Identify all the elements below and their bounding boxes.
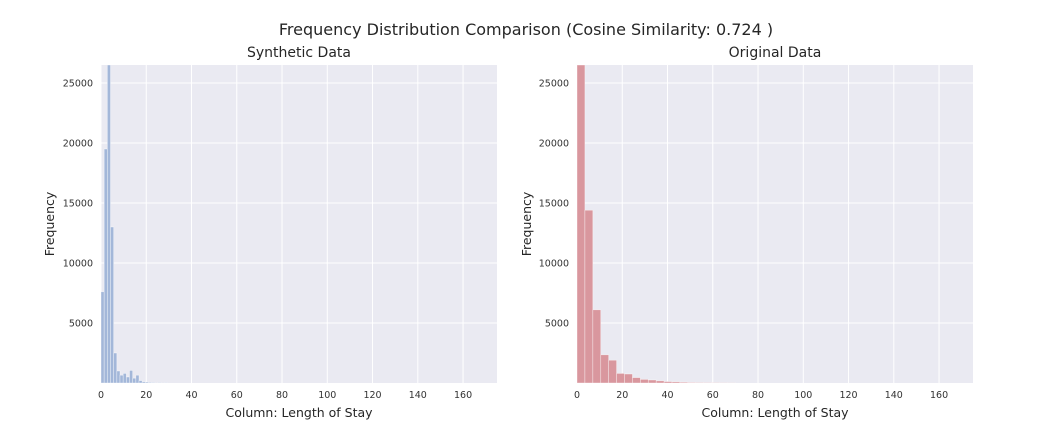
histogram-bar xyxy=(600,354,609,384)
x-axis-label: Column: Length of Stay xyxy=(225,405,373,420)
y-tick-label: 10000 xyxy=(539,259,569,270)
x-tick-label: 60 xyxy=(707,390,719,401)
histogram-bar xyxy=(138,380,143,384)
histogram-bar xyxy=(663,381,673,384)
x-tick-label: 0 xyxy=(98,390,104,401)
histogram-bar xyxy=(671,381,681,384)
histogram-bar xyxy=(100,291,105,384)
x-tick-label: 40 xyxy=(661,390,673,401)
y-tick-label: 25000 xyxy=(63,79,93,90)
histogram-bar xyxy=(132,377,137,384)
histogram-bar xyxy=(655,380,665,384)
figure-suptitle: Frequency Distribution Comparison (Cosin… xyxy=(279,20,773,39)
histogram-bar xyxy=(608,359,617,384)
histogram-bar xyxy=(640,379,649,384)
histogram-bar xyxy=(687,382,697,384)
histogram-bar xyxy=(679,381,689,384)
x-tick-label: 160 xyxy=(930,390,948,401)
x-axis-label: Column: Length of Stay xyxy=(701,405,849,420)
histogram-bar xyxy=(148,381,152,384)
x-tick-label: 20 xyxy=(140,390,152,401)
y-tick-label: 20000 xyxy=(63,139,93,150)
histogram-bars xyxy=(576,64,736,384)
x-tick-label: 140 xyxy=(885,390,903,401)
y-tick-label: 15000 xyxy=(539,199,569,210)
x-tick-label: 100 xyxy=(794,390,812,401)
y-tick-label: 20000 xyxy=(539,139,569,150)
plot-area-background xyxy=(577,65,973,383)
histogram-bar xyxy=(119,374,124,384)
histogram-bar xyxy=(110,226,114,384)
histogram-bar xyxy=(576,64,586,384)
y-tick-label: 5000 xyxy=(545,319,569,330)
histogram-bar xyxy=(632,377,641,384)
panel-title: Synthetic Data xyxy=(247,45,351,61)
histogram-bar xyxy=(107,64,111,384)
x-tick-label: 160 xyxy=(454,390,472,401)
x-tick-label: 40 xyxy=(185,390,197,401)
x-tick-label: 100 xyxy=(318,390,336,401)
histogram-bars xyxy=(100,64,168,384)
x-tick-label: 0 xyxy=(574,390,580,401)
synthetic-data-panel: 0 20 40 60 80 100 120 140 160 5000 10000 15000 2000… xyxy=(42,45,497,420)
x-tick-labels: 0 20 40 60 80 100 120 140 160 xyxy=(98,390,472,401)
x-tick-label: 140 xyxy=(409,390,427,401)
x-tick-label: 80 xyxy=(276,390,288,401)
histogram-bar xyxy=(145,381,149,384)
y-tick-label: 15000 xyxy=(63,199,93,210)
x-tick-label: 120 xyxy=(839,390,857,401)
y-tick-label: 5000 xyxy=(69,319,93,330)
x-tick-label: 60 xyxy=(231,390,243,401)
histogram-bar xyxy=(129,370,133,384)
histogram-bar xyxy=(584,209,594,384)
y-axis-label: Frequency xyxy=(42,191,57,256)
panel-title: Original Data xyxy=(729,45,822,61)
y-axis-label: Frequency xyxy=(519,191,534,256)
histogram-bar xyxy=(135,374,140,384)
histogram-bar xyxy=(103,148,108,384)
histogram-bar xyxy=(126,376,130,384)
histogram-bar xyxy=(141,381,146,384)
original-data-panel: 0 20 40 60 80 100 120 140 160 5000 10000 15000 2000… xyxy=(519,45,973,420)
x-tick-labels: 0 20 40 60 80 100 120 140 160 xyxy=(574,390,948,401)
x-tick-label: 20 xyxy=(616,390,628,401)
histogram-bar xyxy=(116,370,121,384)
y-tick-labels: 5000 10000 15000 20000 25000 xyxy=(63,79,93,330)
histogram-bar xyxy=(616,373,625,384)
grid-lines xyxy=(100,65,497,383)
histogram-bar xyxy=(122,373,127,384)
y-tick-label: 25000 xyxy=(539,79,569,90)
histogram-bar xyxy=(647,379,657,384)
x-tick-label: 120 xyxy=(363,390,381,401)
x-tick-label: 80 xyxy=(752,390,764,401)
histogram-bar xyxy=(624,373,633,384)
plot-area-background xyxy=(101,65,497,383)
y-tick-labels: 5000 10000 15000 20000 25000 xyxy=(539,79,569,330)
histogram-bar xyxy=(113,352,118,384)
histogram-bar xyxy=(151,382,156,384)
y-tick-label: 10000 xyxy=(63,259,93,270)
histogram-bar xyxy=(592,309,602,384)
